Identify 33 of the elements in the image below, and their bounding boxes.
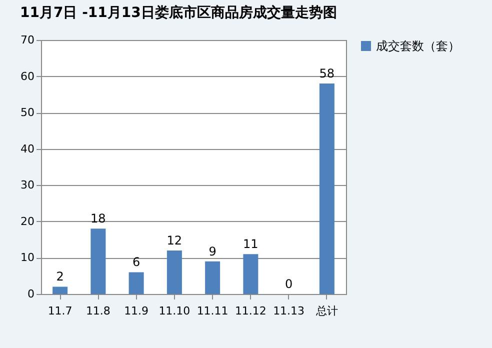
x-tick-label: 11.10 xyxy=(158,304,190,318)
data-label: 18 xyxy=(90,212,106,226)
data-label: 11 xyxy=(243,237,258,252)
x-tick-label: 11.12 xyxy=(234,304,266,318)
bar xyxy=(319,84,334,294)
y-tick-label: 50 xyxy=(20,106,34,120)
x-tick-label: 11.9 xyxy=(124,304,149,318)
legend-label: 成交套数（套） xyxy=(376,39,460,53)
bar xyxy=(166,250,182,294)
y-tick-label: 70 xyxy=(20,34,34,46)
x-tick-label: 11.13 xyxy=(273,304,305,318)
y-tick-label: 20 xyxy=(20,214,34,228)
y-tick-label: 30 xyxy=(20,178,34,192)
bar xyxy=(128,272,144,294)
bar xyxy=(52,286,68,294)
x-tick-label: 11.7 xyxy=(48,304,72,318)
y-tick-label: 10 xyxy=(20,251,34,264)
data-label: 58 xyxy=(319,66,335,81)
y-tick-label: 40 xyxy=(20,142,34,156)
data-label: 12 xyxy=(166,233,182,248)
bar xyxy=(243,254,258,294)
data-label: 9 xyxy=(208,244,216,258)
x-tick-label: 11.8 xyxy=(86,304,110,318)
data-label: 6 xyxy=(132,255,140,270)
bar xyxy=(205,261,220,294)
y-tick-label: 0 xyxy=(28,288,34,300)
data-label: 0 xyxy=(284,277,293,291)
data-label: 2 xyxy=(56,270,64,284)
x-tick-label: 总计 xyxy=(314,304,338,318)
y-tick-label: 60 xyxy=(20,70,34,83)
chart-title: 11月7日 -11月13日娄底市区商品房成交量走势图 xyxy=(20,4,337,21)
x-tick-label: 11.11 xyxy=(196,304,228,318)
bar xyxy=(90,228,106,294)
